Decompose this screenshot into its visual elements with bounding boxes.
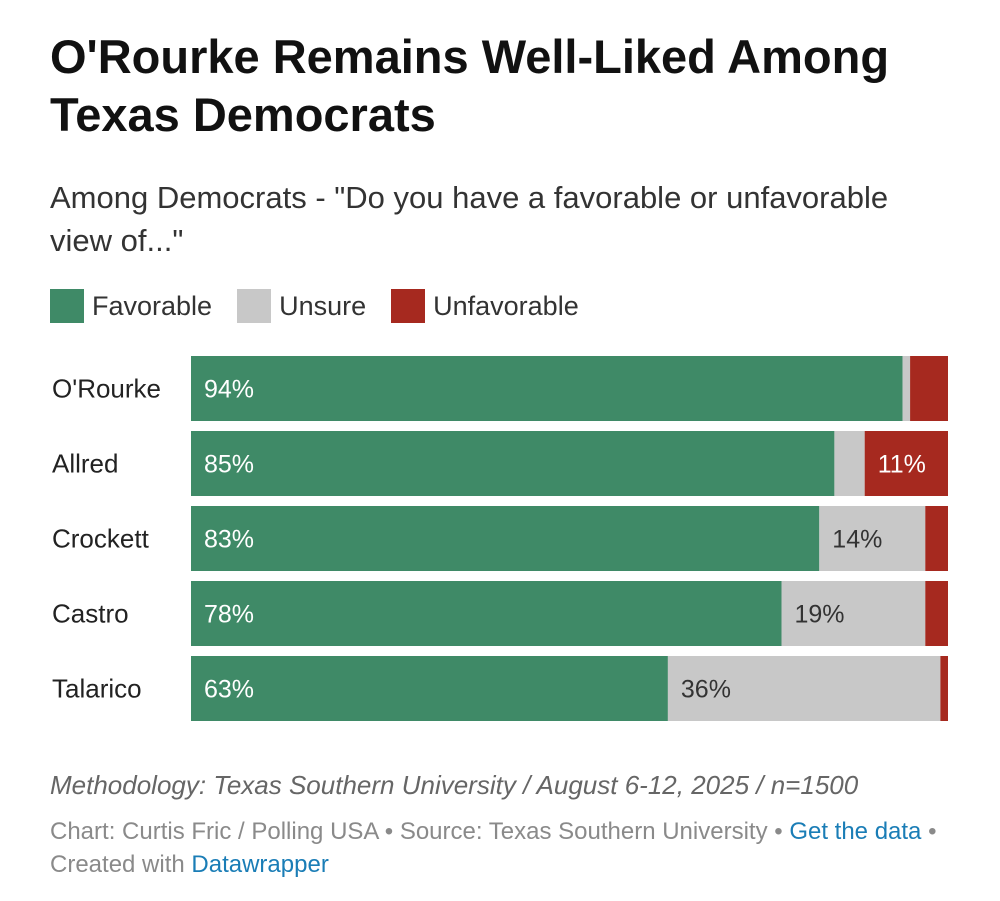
legend-item-favorable: Favorable: [50, 289, 212, 323]
chart-subtitle: Among Democrats - "Do you have a favorab…: [50, 180, 889, 258]
bar-talarico-unsure: [667, 656, 941, 721]
bar-o-rourke-unsure: [902, 356, 911, 421]
bar-o-rourke-favorable: [191, 356, 903, 421]
bar-castro-unsure: [781, 581, 926, 646]
legend-label-favorable: Favorable: [92, 290, 213, 321]
category-label-castro: Castro: [52, 599, 129, 629]
data-label-o-rourke-favorable: 94%: [204, 376, 254, 404]
legend-item-unsure: Unsure: [237, 289, 366, 323]
credits-text: Chart: Curtis Fric / Polling USA • Sourc…: [50, 818, 790, 845]
category-label-o-rourke: O'Rourke: [52, 374, 161, 404]
created-with-text: • Created with: [50, 818, 937, 878]
stacked-bar-chart: O'Rourke 94% Allred 85% 11% Crockett 83% 14% Cas…: [52, 356, 948, 721]
legend-swatch-unsure: [237, 289, 272, 323]
data-label-allred-favorable: 85%: [204, 451, 254, 479]
methodology-note: Methodology: Texas Southern University /…: [50, 770, 859, 800]
data-label-castro-favorable: 78%: [204, 601, 254, 629]
category-label-crockett: Crockett: [52, 524, 150, 554]
legend: Favorable Unsure Unfavorable: [50, 288, 604, 324]
bar-castro-unfavorable: [925, 581, 948, 646]
get-the-data-link[interactable]: Get the data: [789, 818, 922, 845]
bar-o-rourke-unfavorable: [910, 356, 948, 421]
bar-allred-favorable: [191, 431, 835, 496]
bar-allred-unsure: [834, 431, 865, 496]
bar-crockett-favorable: [191, 506, 820, 571]
datawrapper-link[interactable]: Datawrapper: [191, 851, 329, 878]
bar-talarico-favorable: [191, 656, 668, 721]
data-label-crockett-favorable: 83%: [204, 526, 254, 554]
category-label-allred: Allred: [52, 449, 118, 479]
chart-credits: Chart: Curtis Fric / Polling USA • Sourc…: [50, 815, 955, 881]
bar-allred-unfavorable: [864, 431, 948, 496]
legend-swatch-unfavorable: [391, 289, 426, 323]
bar-talarico-unfavorable: [940, 656, 948, 721]
legend-label-unsure: Unsure: [279, 290, 367, 321]
legend-label-unfavorable: Unfavorable: [433, 290, 579, 321]
category-label-talarico: Talarico: [52, 674, 142, 704]
bar-castro-favorable: [191, 581, 782, 646]
data-label-crockett-unsure: 14%: [832, 526, 882, 554]
data-label-allred-unfavorable: 11%: [878, 451, 926, 479]
bar-crockett-unfavorable: [925, 506, 948, 571]
bar-crockett-unsure: [819, 506, 926, 571]
chart-title: O'Rourke Remains Well-Liked Among Texas …: [50, 30, 890, 141]
data-label-castro-unsure: 19%: [795, 601, 845, 629]
legend-item-unfavorable: Unfavorable: [391, 289, 579, 323]
data-label-talarico-unsure: 36%: [681, 676, 731, 704]
data-label-talarico-favorable: 63%: [204, 676, 254, 704]
legend-swatch-favorable: [50, 289, 84, 323]
